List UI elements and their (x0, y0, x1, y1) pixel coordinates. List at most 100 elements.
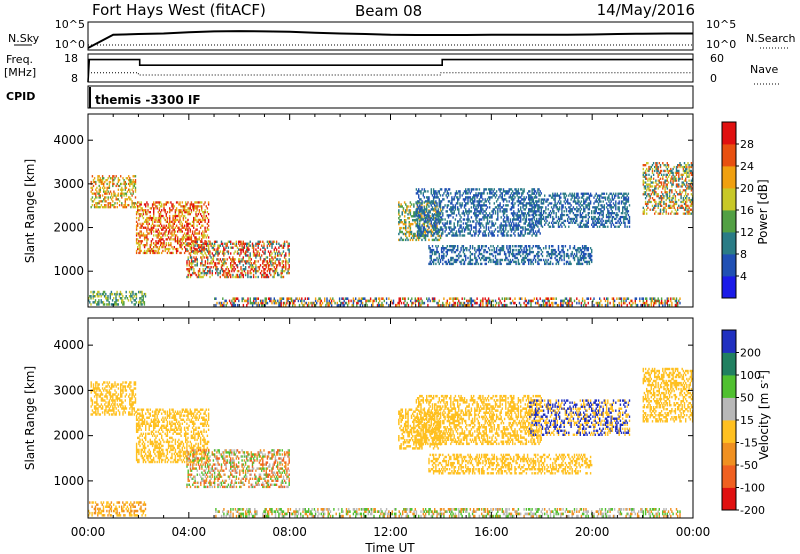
data-cell (581, 194, 584, 197)
data-cell (431, 224, 434, 227)
data-cell (492, 260, 494, 264)
data-cell (165, 242, 167, 245)
data-cell (498, 252, 500, 256)
data-cell (487, 200, 490, 203)
data-cell (101, 301, 103, 304)
data-cell (287, 271, 289, 275)
data-cell (406, 236, 408, 240)
data-cell (97, 175, 99, 178)
data-cell (190, 224, 193, 227)
data-cell (518, 210, 521, 213)
data-cell (418, 222, 421, 226)
data-cell (275, 264, 278, 267)
data-cell (108, 202, 111, 205)
data-cell (110, 292, 113, 296)
data-cell (542, 301, 545, 305)
data-cell (188, 234, 190, 237)
data-cell (235, 273, 238, 277)
data-cell (432, 299, 435, 303)
data-cell (611, 297, 613, 300)
data-cell (198, 230, 201, 233)
data-cell (458, 256, 460, 260)
data-cell (454, 297, 457, 300)
data-cell (675, 303, 678, 307)
data-cell (427, 234, 429, 238)
data-cell (206, 211, 209, 214)
data-cell (486, 256, 489, 260)
data-cell (105, 196, 107, 199)
data-cell (170, 242, 172, 245)
data-cell (422, 218, 424, 221)
data-cell (228, 240, 231, 243)
data-cell (436, 192, 438, 195)
data-cell (274, 301, 277, 305)
data-cell (530, 194, 532, 197)
data-cell (453, 198, 455, 201)
data-cell (431, 260, 434, 264)
data-cell (586, 192, 588, 195)
data-cell (133, 202, 135, 205)
data-cell (468, 208, 470, 211)
data-cell (113, 175, 115, 178)
data-cell (596, 212, 599, 215)
data-cell (128, 204, 130, 207)
data-cell (201, 207, 203, 210)
data-cell (172, 203, 174, 206)
data-cell (145, 209, 147, 212)
data-cell (225, 299, 227, 303)
data-cell (251, 303, 254, 307)
data-cell (239, 260, 241, 263)
data-cell (423, 236, 425, 240)
data-cell (281, 269, 283, 273)
data-cell (132, 202, 134, 205)
data-cell (469, 260, 471, 264)
data-cell (157, 220, 159, 223)
data-cell (628, 221, 631, 224)
data-cell (202, 224, 204, 227)
data-cell (561, 215, 563, 219)
data-cell (462, 210, 465, 213)
data-cell (314, 299, 317, 303)
data-cell (170, 238, 172, 241)
data-cell (596, 196, 599, 199)
data-cell (482, 299, 484, 303)
data-cell (526, 202, 529, 205)
data-cell (471, 198, 474, 201)
data-cell (169, 251, 171, 255)
data-cell (146, 222, 148, 225)
data-cell (198, 269, 201, 273)
data-cell (157, 228, 159, 231)
data-cell (569, 217, 571, 221)
data-cell (563, 192, 565, 195)
data-cell (117, 198, 120, 201)
data-cell (180, 209, 182, 212)
data-cell (377, 301, 380, 305)
data-cell (412, 234, 414, 238)
data-cell (467, 202, 469, 205)
data-cell (118, 204, 121, 207)
data-cell (497, 208, 499, 211)
data-cell (123, 192, 125, 195)
data-cell (578, 196, 580, 199)
data-cell (159, 216, 162, 220)
data-cell (540, 213, 542, 217)
data-cell (172, 226, 174, 229)
data-cell (207, 260, 209, 263)
data-cell (468, 303, 470, 307)
data-cell (175, 240, 178, 243)
data-cell (484, 230, 486, 233)
data-cell (244, 266, 247, 269)
data-cell (158, 220, 161, 223)
data-cell (420, 232, 422, 235)
data-cell (440, 232, 443, 235)
data-cell (204, 228, 206, 231)
data-cell (487, 188, 490, 191)
data-cell (189, 252, 192, 255)
data-cell (138, 244, 140, 247)
data-cell (540, 219, 542, 223)
data-cell (159, 205, 162, 208)
data-cell (207, 269, 209, 273)
data-cell (402, 222, 405, 226)
data-cell (140, 203, 142, 206)
data-cell (630, 299, 632, 303)
